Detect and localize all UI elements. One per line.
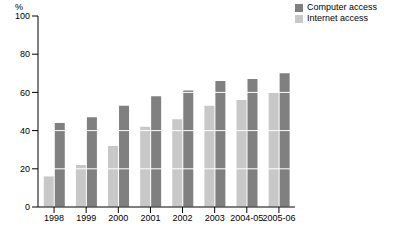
svg-text:0: 0 (25, 202, 30, 212)
svg-text:100: 100 (15, 11, 30, 21)
svg-text:20: 20 (20, 164, 30, 174)
svg-text:1998: 1998 (44, 213, 64, 223)
svg-text:60: 60 (20, 88, 30, 98)
svg-text:2003: 2003 (205, 213, 225, 223)
html-text:Computer access: Computer access (307, 2, 377, 12)
svg-text:2001: 2001 (140, 213, 160, 223)
svg-text:2000: 2000 (108, 213, 128, 223)
svg-text:80: 80 (20, 49, 30, 59)
svg-text:%: % (15, 2, 23, 12)
svg-text:40: 40 (20, 126, 30, 136)
svg-text:2002: 2002 (173, 213, 193, 223)
svg-text:1999: 1999 (76, 213, 96, 223)
html-text:Internet access: Internet access (307, 13, 368, 23)
svg-text:2004-05: 2004-05 (230, 213, 263, 223)
svg-text:2005-06: 2005-06 (262, 213, 295, 223)
